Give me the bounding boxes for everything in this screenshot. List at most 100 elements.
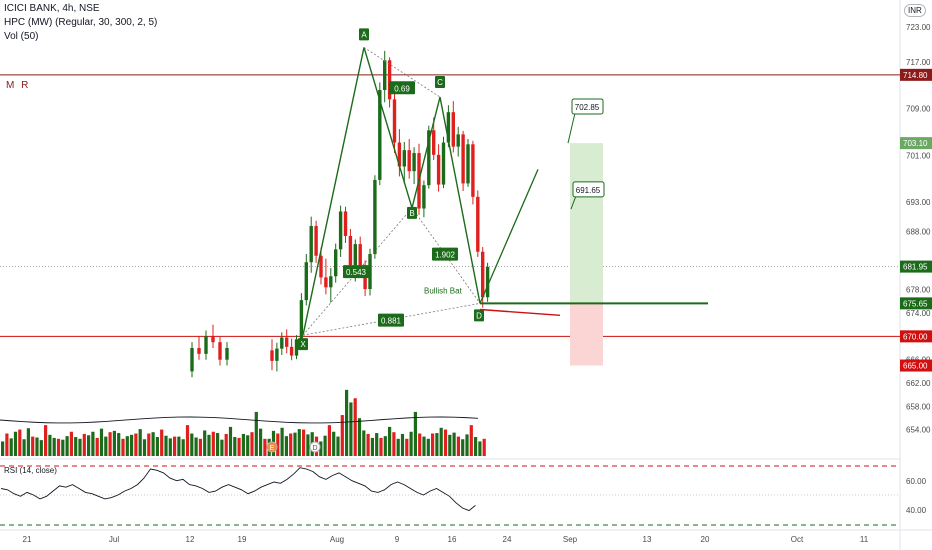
- volume-bar: [426, 438, 430, 456]
- volume-bar: [220, 439, 224, 456]
- candle-body: [392, 99, 397, 143]
- volume-bar: [155, 437, 159, 456]
- price-label-target: [900, 137, 932, 150]
- volume-bar: [259, 428, 263, 456]
- pattern-name-label: Bullish Bat: [424, 287, 463, 296]
- profit-zone: [570, 143, 603, 304]
- volume-bar: [104, 436, 108, 456]
- price-label-stop: [900, 359, 932, 372]
- time-tick-label: 12: [186, 535, 195, 544]
- volume-bar: [409, 431, 413, 456]
- volume-bar: [22, 439, 26, 456]
- price-label-resistance: [900, 68, 932, 81]
- volume-bar: [340, 415, 344, 456]
- candle-body: [471, 144, 475, 197]
- event-marker-label: E: [270, 445, 275, 452]
- volume-bar: [280, 427, 284, 456]
- volume-ma-line: [0, 416, 479, 424]
- candle-body: [461, 134, 465, 184]
- price-tick-label: 674.00: [906, 309, 931, 318]
- time-tick-label: 13: [643, 535, 652, 544]
- candle-body: [373, 179, 377, 255]
- candle-body: [294, 339, 299, 356]
- volume-bar: [233, 437, 237, 456]
- volume-bar: [82, 433, 86, 456]
- target-pointer: [567, 112, 576, 144]
- price-label-text-entry: 675.65: [903, 299, 928, 308]
- volume-bar: [448, 434, 452, 456]
- ratio-badge: [343, 265, 369, 279]
- chart-title: ICICI BANK, 4h, NSE: [4, 3, 100, 14]
- candle-body: [324, 277, 328, 288]
- candle-body: [407, 150, 411, 172]
- candle-body: [387, 60, 392, 100]
- volume-bar: [130, 434, 134, 456]
- pattern-leg-CD: [439, 96, 481, 304]
- event-marker-label: D: [312, 445, 317, 452]
- price-label-text-last: 681.95: [903, 263, 928, 272]
- pattern-leg-BC: [411, 96, 441, 209]
- volume-bar: [336, 436, 340, 456]
- pattern-point-label-C: C: [437, 78, 443, 87]
- currency-badge[interactable]: INR: [904, 4, 926, 17]
- price-label-last: [900, 260, 932, 273]
- candle-body: [466, 144, 470, 184]
- time-tick-label: Aug: [330, 535, 344, 544]
- volume-bar: [108, 432, 112, 456]
- volume-bar: [147, 433, 151, 456]
- candle-body: [353, 244, 357, 266]
- indicator-label-hpc[interactable]: HPC (MW) (Regular, 30, 300, 2, 5): [4, 17, 158, 28]
- candle-body: [270, 350, 274, 361]
- time-tick-label: Sep: [563, 535, 578, 544]
- volume-bar: [31, 436, 35, 456]
- volume-bar: [121, 438, 125, 456]
- mr-level-label: M R: [6, 80, 31, 91]
- volume-bar: [388, 426, 392, 456]
- time-tick-label: Oct: [791, 535, 804, 544]
- volume-bar: [422, 436, 426, 456]
- volume-bar: [224, 433, 228, 456]
- price-tick-label: 701.00: [906, 151, 931, 160]
- volume-bar: [44, 425, 48, 456]
- pattern-ratio-line-BD: [411, 207, 481, 304]
- indicator-label-volume[interactable]: Vol (50): [4, 31, 39, 42]
- time-tick-label: 16: [448, 535, 457, 544]
- candle-body: [456, 134, 460, 147]
- ratio-badge-text: 0.69: [394, 84, 410, 93]
- volume-bar: [177, 436, 181, 456]
- pattern-point-label-A: A: [361, 30, 367, 39]
- volume-bar: [418, 433, 422, 456]
- loss-zone: [570, 303, 603, 366]
- stop-projection-line: [479, 308, 561, 317]
- volume-bar: [413, 411, 417, 456]
- pattern-ratio-line-AC: [363, 47, 441, 98]
- volume-bar: [353, 398, 357, 456]
- volume-bar: [65, 436, 69, 456]
- candle-body: [309, 226, 313, 263]
- volume-bar: [39, 440, 43, 456]
- candle-body: [338, 211, 343, 250]
- volume-bar: [74, 437, 78, 456]
- candle-body: [363, 268, 367, 290]
- volume-bar: [69, 431, 73, 456]
- volume-bar: [345, 389, 349, 456]
- candle-body: [190, 348, 194, 372]
- candle-body: [427, 130, 431, 186]
- price-tick-label: 723.00: [906, 23, 931, 32]
- candle-body: [412, 153, 416, 172]
- pattern-point-C: [435, 76, 445, 89]
- volume-bar: [349, 402, 353, 456]
- volume-bar: [185, 425, 190, 456]
- candle-body: [343, 211, 348, 236]
- volume-bar: [443, 429, 448, 456]
- volume-bar: [474, 437, 478, 456]
- volume-bar: [306, 434, 310, 456]
- ratio-badge-text: 1.902: [435, 251, 456, 260]
- candle-body: [358, 244, 362, 269]
- volume-bar: [91, 431, 95, 456]
- candle-body: [446, 112, 451, 143]
- price-label-entry: [900, 297, 932, 310]
- candle-body: [485, 266, 490, 298]
- candle-body: [289, 346, 294, 356]
